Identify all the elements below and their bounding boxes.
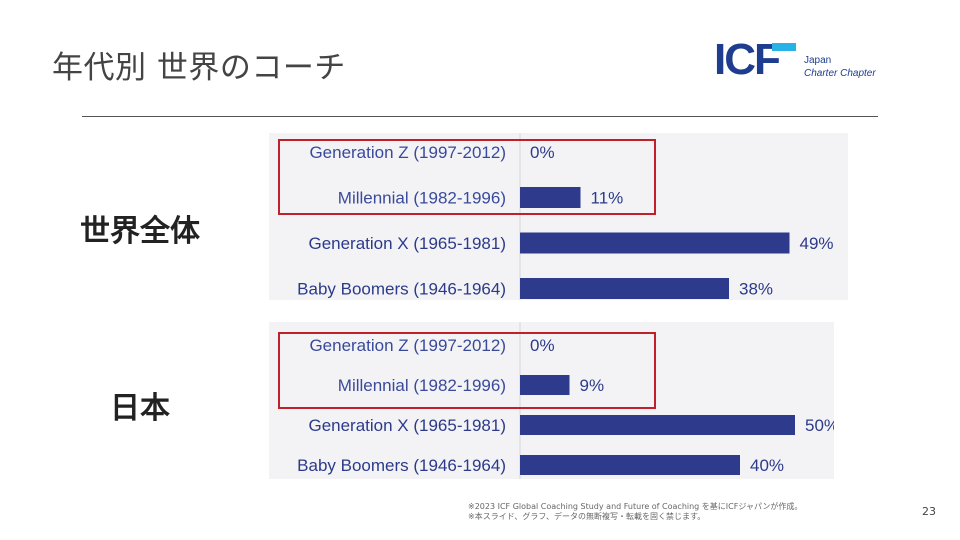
section-label-japan: 日本 xyxy=(110,391,170,426)
world-bar xyxy=(520,187,581,208)
page-number: 23 xyxy=(922,505,936,518)
japan-chart: Generation Z (1997-2012) 0% Millennial (19… xyxy=(269,322,834,479)
world-value-label: 0% xyxy=(530,143,555,162)
world-category-label: Baby Boomers (1946-1964) xyxy=(297,280,506,299)
japan-highlight-box xyxy=(278,332,656,409)
source-footnote: ※2023 ICF Global Coaching Study and Futu… xyxy=(468,502,802,522)
world-bar xyxy=(520,232,790,254)
logo-text-chapter: Charter Chapter xyxy=(804,68,876,79)
world-chart: Generation Z (1997-2012) 0% Millennial (19… xyxy=(269,133,848,300)
logo-letter-i: I xyxy=(714,35,726,84)
world-category-label: Millennial (1982-1996) xyxy=(338,189,506,208)
title-divider xyxy=(82,116,878,117)
world-bar xyxy=(520,278,729,299)
footnote-line-1: ※2023 ICF Global Coaching Study and Futu… xyxy=(468,502,803,511)
japan-category-label: Millennial (1982-1996) xyxy=(338,376,506,395)
logo-accent-bar xyxy=(772,43,796,51)
logo-letter-c: C xyxy=(724,35,756,84)
japan-value-label: 0% xyxy=(530,336,555,355)
logo-mark: ICF xyxy=(714,35,781,84)
japan-bar xyxy=(520,455,740,475)
japan-category-label: Baby Boomers (1946-1964) xyxy=(297,456,506,475)
world-category-label: Generation Z (1997-2012) xyxy=(309,143,506,162)
slide-title: 年代別 世界のコーチ xyxy=(52,50,346,86)
icf-logo: ICF Japan Charter Chapter xyxy=(714,36,894,86)
japan-category-label: Generation Z (1997-2012) xyxy=(309,336,506,355)
logo-text: Japan Charter Chapter xyxy=(804,54,876,80)
world-chart-svg: Generation Z (1997-2012) 0% Millennial (19… xyxy=(297,133,834,300)
japan-chart-svg: Generation Z (1997-2012) 0% Millennial (19… xyxy=(297,322,834,479)
japan-category-label: Generation X (1965-1981) xyxy=(308,416,506,435)
japan-bar xyxy=(520,415,795,435)
section-label-world: 世界全体 xyxy=(80,214,200,249)
world-value-label: 11% xyxy=(591,189,624,208)
world-highlight-box xyxy=(278,139,656,215)
japan-value-label: 40% xyxy=(750,456,784,475)
japan-bar xyxy=(520,375,570,395)
footnote-line-2: ※本スライド、グラフ、データの無断複写・転載を固く禁じます。 xyxy=(468,512,706,521)
world-value-label: 49% xyxy=(800,234,834,253)
japan-value-label: 50% xyxy=(805,416,834,435)
world-value-label: 38% xyxy=(739,280,773,299)
world-category-label: Generation X (1965-1981) xyxy=(308,234,506,253)
japan-value-label: 9% xyxy=(580,376,605,395)
logo-text-japan: Japan xyxy=(804,55,832,66)
